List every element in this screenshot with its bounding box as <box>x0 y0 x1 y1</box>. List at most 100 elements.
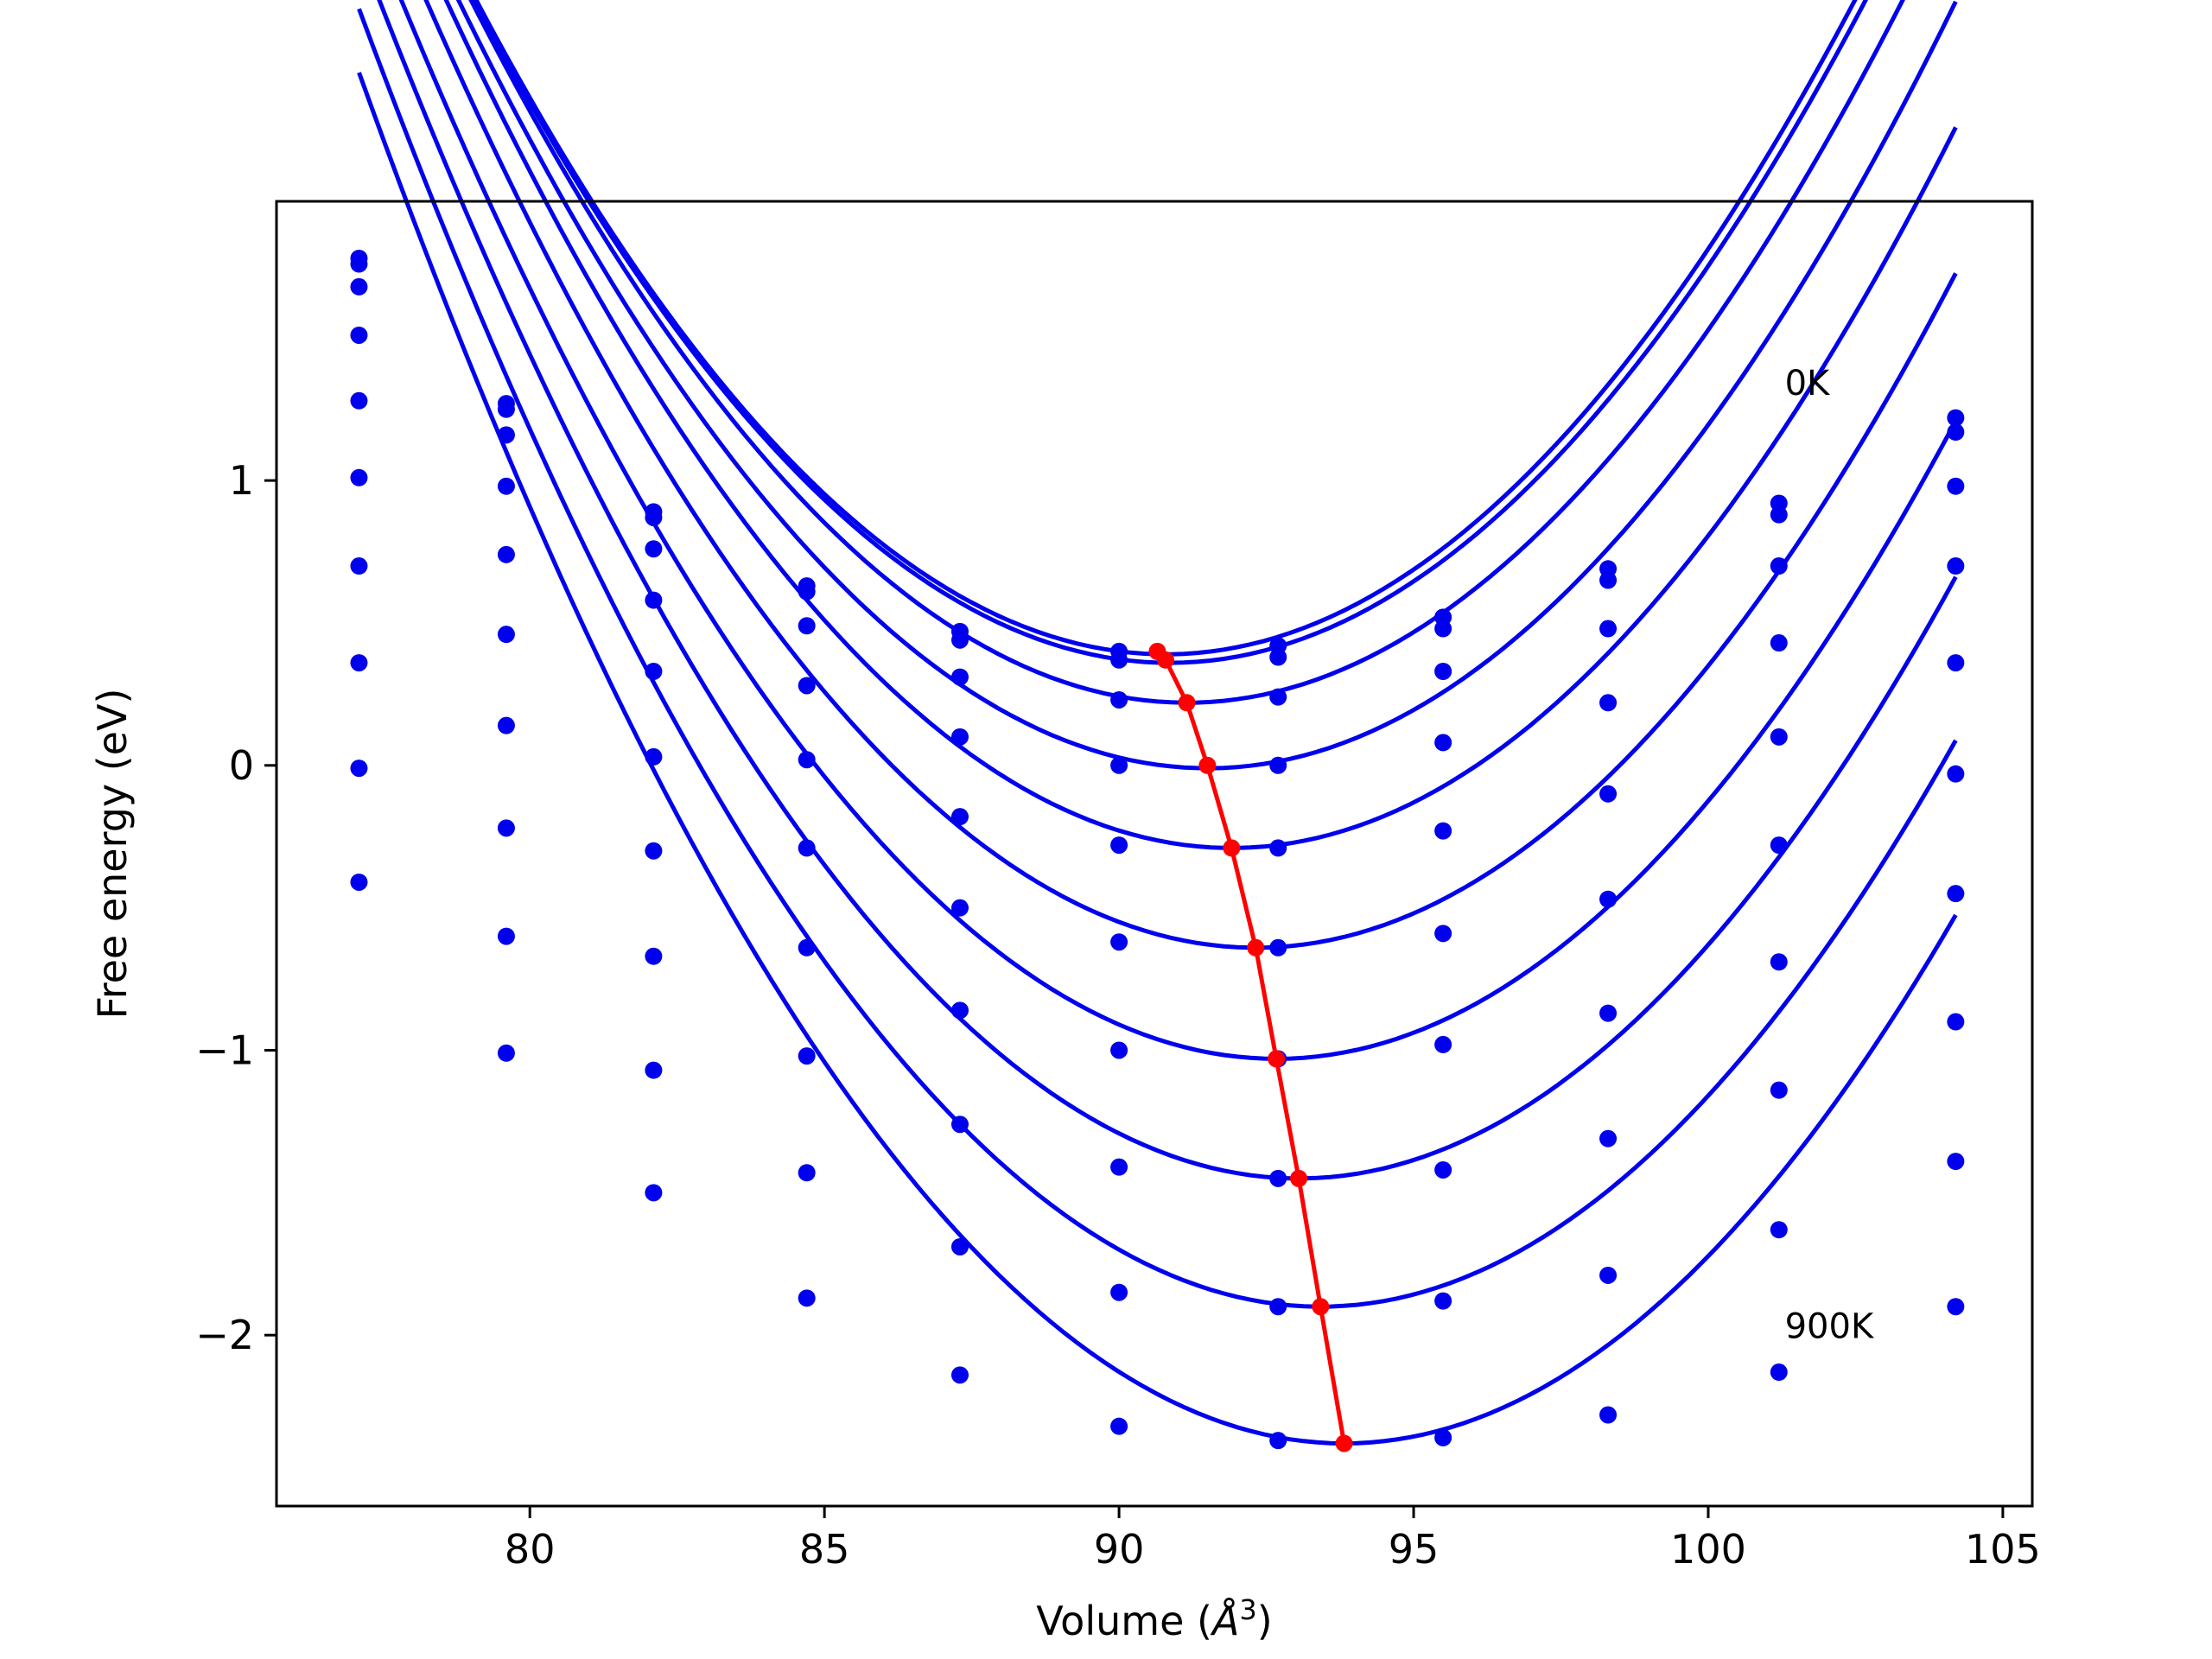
data-point-700K <box>798 1047 816 1065</box>
data-point-400K <box>645 662 663 680</box>
data-point-600K <box>1947 885 1965 903</box>
data-point-600K <box>950 1001 969 1020</box>
data-point-500K <box>645 747 663 766</box>
data-point-100K <box>1599 571 1618 589</box>
data-point-100K <box>1947 423 1965 442</box>
data-point-300K <box>1269 756 1287 774</box>
data-point-100K <box>1770 505 1788 524</box>
data-point-800K <box>1110 1283 1128 1301</box>
data-point-900K <box>1110 1417 1128 1435</box>
series-curve-400K <box>443 0 1958 850</box>
x-tick-label: 90 <box>1094 1526 1145 1573</box>
data-point-400K <box>950 808 969 826</box>
data-point-100K <box>950 631 969 649</box>
y-axis-ticks: 1 0 −1 −2 <box>195 457 276 1358</box>
x-tick-label: 100 <box>1670 1526 1746 1573</box>
x-axis-label-close: ) <box>1257 1598 1273 1644</box>
data-point-600K <box>350 557 368 575</box>
data-point-500K <box>350 468 368 486</box>
data-point-700K <box>1599 1129 1618 1147</box>
data-point-700K <box>1269 1169 1287 1187</box>
data-point-700K <box>1434 1160 1452 1179</box>
series-curve-700K <box>377 0 1958 1181</box>
data-point-100K <box>645 508 663 526</box>
series-curve-100K <box>471 0 1869 665</box>
curves-layer <box>357 0 1958 1446</box>
data-point-200K <box>950 668 969 686</box>
data-point-800K <box>1269 1298 1287 1316</box>
x-tick-label: 95 <box>1389 1526 1440 1573</box>
data-point-900K <box>1599 1406 1618 1424</box>
data-point-100K <box>1269 648 1287 666</box>
minima-line <box>1155 650 1347 1444</box>
data-point-500K <box>798 839 816 857</box>
data-point-400K <box>1269 839 1287 857</box>
data-point-300K <box>1599 694 1618 712</box>
data-point-300K <box>950 728 969 746</box>
series-curve-200K <box>468 0 1905 705</box>
minimum-point <box>1268 1050 1286 1068</box>
y-tick-label: −2 <box>195 1312 254 1358</box>
minimum-point <box>1335 1434 1353 1452</box>
data-point-800K <box>645 1061 663 1079</box>
x-axis-ticks: 80 85 90 95 100 105 <box>505 1506 2041 1573</box>
plot-area: 0K 900K <box>350 0 1965 1452</box>
y-tick-label: 0 <box>229 742 254 789</box>
data-point-400K <box>798 751 816 769</box>
data-point-100K <box>1110 651 1128 669</box>
data-point-900K <box>1947 1298 1965 1316</box>
data-point-800K <box>950 1237 969 1255</box>
data-point-700K <box>950 1116 969 1134</box>
data-point-500K <box>1770 836 1788 855</box>
data-point-500K <box>1434 925 1452 943</box>
data-point-200K <box>1110 690 1128 709</box>
data-point-300K <box>798 677 816 695</box>
data-point-200K <box>1770 557 1788 575</box>
x-axis-label-unit: Å <box>1210 1598 1239 1644</box>
data-point-300K <box>645 591 663 609</box>
x-tick-label: 80 <box>505 1526 556 1573</box>
x-axis-label-superscript: 3 <box>1239 1593 1256 1626</box>
data-point-900K <box>645 1184 663 1202</box>
data-point-800K <box>1434 1292 1452 1310</box>
annotations-layer: 0K 900K <box>1785 364 1875 1346</box>
series-curve-800K <box>357 8 1958 1309</box>
data-point-500K <box>1269 938 1287 957</box>
data-point-900K <box>798 1289 816 1307</box>
x-tick-label: 85 <box>799 1526 850 1573</box>
annotation-label: 900K <box>1785 1306 1875 1346</box>
data-point-400K <box>1947 654 1965 672</box>
data-point-400K <box>1599 785 1618 803</box>
data-point-600K <box>1434 1035 1452 1053</box>
minima-layer <box>1148 642 1353 1452</box>
data-point-500K <box>497 626 515 644</box>
minimum-point <box>1247 938 1265 957</box>
data-point-100K <box>497 400 515 418</box>
x-axis-label-main: Volume ( <box>1036 1598 1212 1644</box>
data-point-600K <box>798 938 816 957</box>
data-point-800K <box>497 927 515 945</box>
data-point-600K <box>1770 953 1788 971</box>
data-point-900K <box>950 1366 969 1384</box>
data-point-700K <box>1110 1158 1128 1176</box>
data-point-600K <box>1599 1004 1618 1022</box>
minimum-point <box>1156 651 1174 669</box>
data-point-100K <box>1434 620 1452 638</box>
data-point-800K <box>350 760 368 778</box>
data-point-400K <box>1770 728 1788 746</box>
minimum-point <box>1223 839 1241 857</box>
data-point-400K <box>497 545 515 563</box>
series-curve-500K <box>423 0 1958 950</box>
data-point-400K <box>1434 822 1452 840</box>
annotation-label: 0K <box>1785 364 1831 404</box>
x-axis-label: Volume (Å3) <box>1036 1593 1272 1644</box>
data-point-200K <box>798 617 816 635</box>
series-curve-900K <box>357 72 1958 1446</box>
data-point-200K <box>497 426 515 444</box>
data-point-500K <box>1110 933 1128 951</box>
minimum-point <box>1178 694 1196 712</box>
data-point-700K <box>645 947 663 965</box>
data-point-200K <box>645 540 663 558</box>
